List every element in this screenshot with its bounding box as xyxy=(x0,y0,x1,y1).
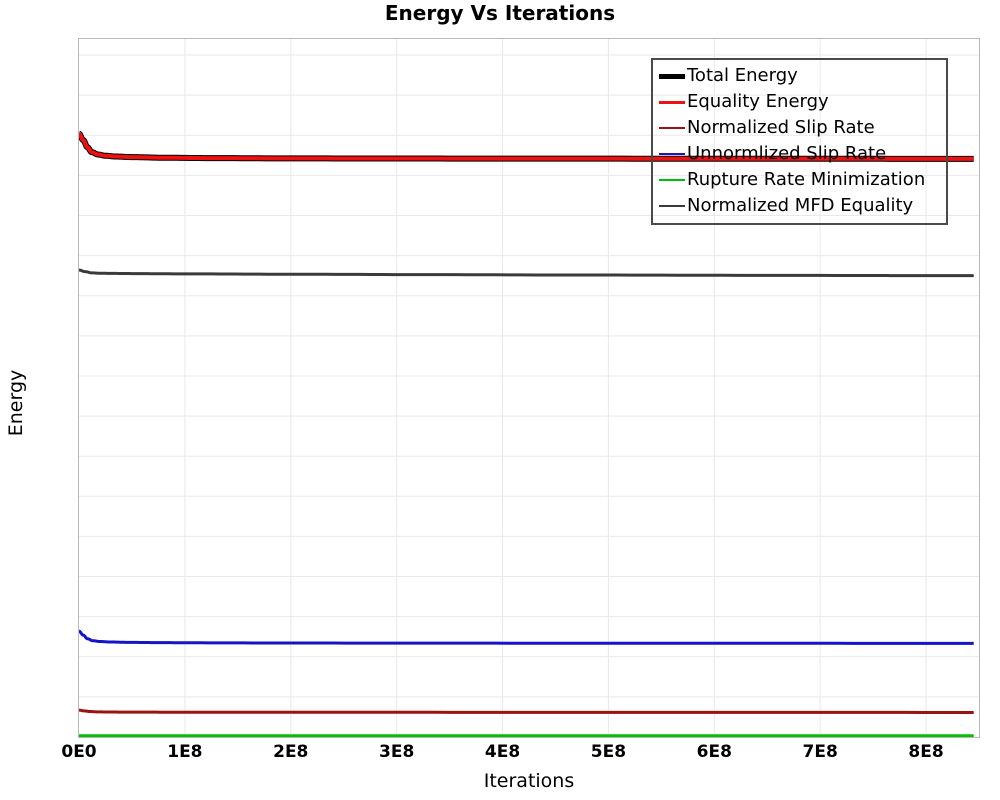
legend-item-label: Equality Energy xyxy=(687,91,829,112)
y-axis-title: Energy xyxy=(5,369,27,437)
x-tick-label: 4E8 xyxy=(484,742,521,762)
legend-item-label: Normalized MFD Equality xyxy=(687,195,914,216)
x-axis-title: Iterations xyxy=(483,770,575,792)
legend-item-label: Normalized Slip Rate xyxy=(687,117,875,138)
legend-item[interactable]: Normalized Slip Rate xyxy=(659,115,940,141)
x-tick-label: 3E8 xyxy=(379,742,415,762)
x-tick-label: 0E0 xyxy=(61,742,97,762)
x-tick-label: 7E8 xyxy=(802,742,838,762)
legend-item[interactable]: Unnormlized Slip Rate xyxy=(659,141,940,167)
legend-swatch-icon xyxy=(659,100,685,104)
series-line-normalized-slip-rate xyxy=(79,708,974,714)
legend-swatch-icon xyxy=(659,127,685,129)
legend-item[interactable]: Normalized MFD Equality xyxy=(659,193,940,219)
x-tick-label: 2E8 xyxy=(273,742,309,762)
legend-swatch-icon xyxy=(659,205,685,207)
series-line-equality-energy xyxy=(79,131,974,161)
chart-title: Energy Vs Iterations xyxy=(384,1,616,25)
x-tick-label: 5E8 xyxy=(590,742,627,762)
gridlines xyxy=(79,39,979,737)
legend-item[interactable]: Total Energy xyxy=(659,63,940,89)
series-line-normalized-mfd-equality xyxy=(79,268,974,278)
legend-swatch-icon xyxy=(659,73,685,79)
x-tick-label: 1E8 xyxy=(167,742,203,762)
legend-item-label: Unnormlized Slip Rate xyxy=(687,143,887,164)
series-lines xyxy=(79,130,974,737)
legend-item[interactable]: Equality Energy xyxy=(659,89,940,115)
x-tick-label: 8E8 xyxy=(908,742,944,762)
chart-legend: Total Energy Equality Energy Normalized Sl… xyxy=(651,58,948,225)
legend-item[interactable]: Rupture Rate Minimization xyxy=(659,167,940,193)
legend-swatch-icon xyxy=(659,153,685,155)
legend-item-label: Total Energy xyxy=(687,65,798,86)
legend-swatch-icon xyxy=(659,179,685,181)
series-line-unnormlized-slip-rate xyxy=(79,629,974,645)
plot-area xyxy=(78,38,980,738)
legend-item-label: Rupture Rate Minimization xyxy=(687,169,926,190)
plot-svg xyxy=(79,39,979,737)
x-tick-label: 6E8 xyxy=(696,742,732,762)
